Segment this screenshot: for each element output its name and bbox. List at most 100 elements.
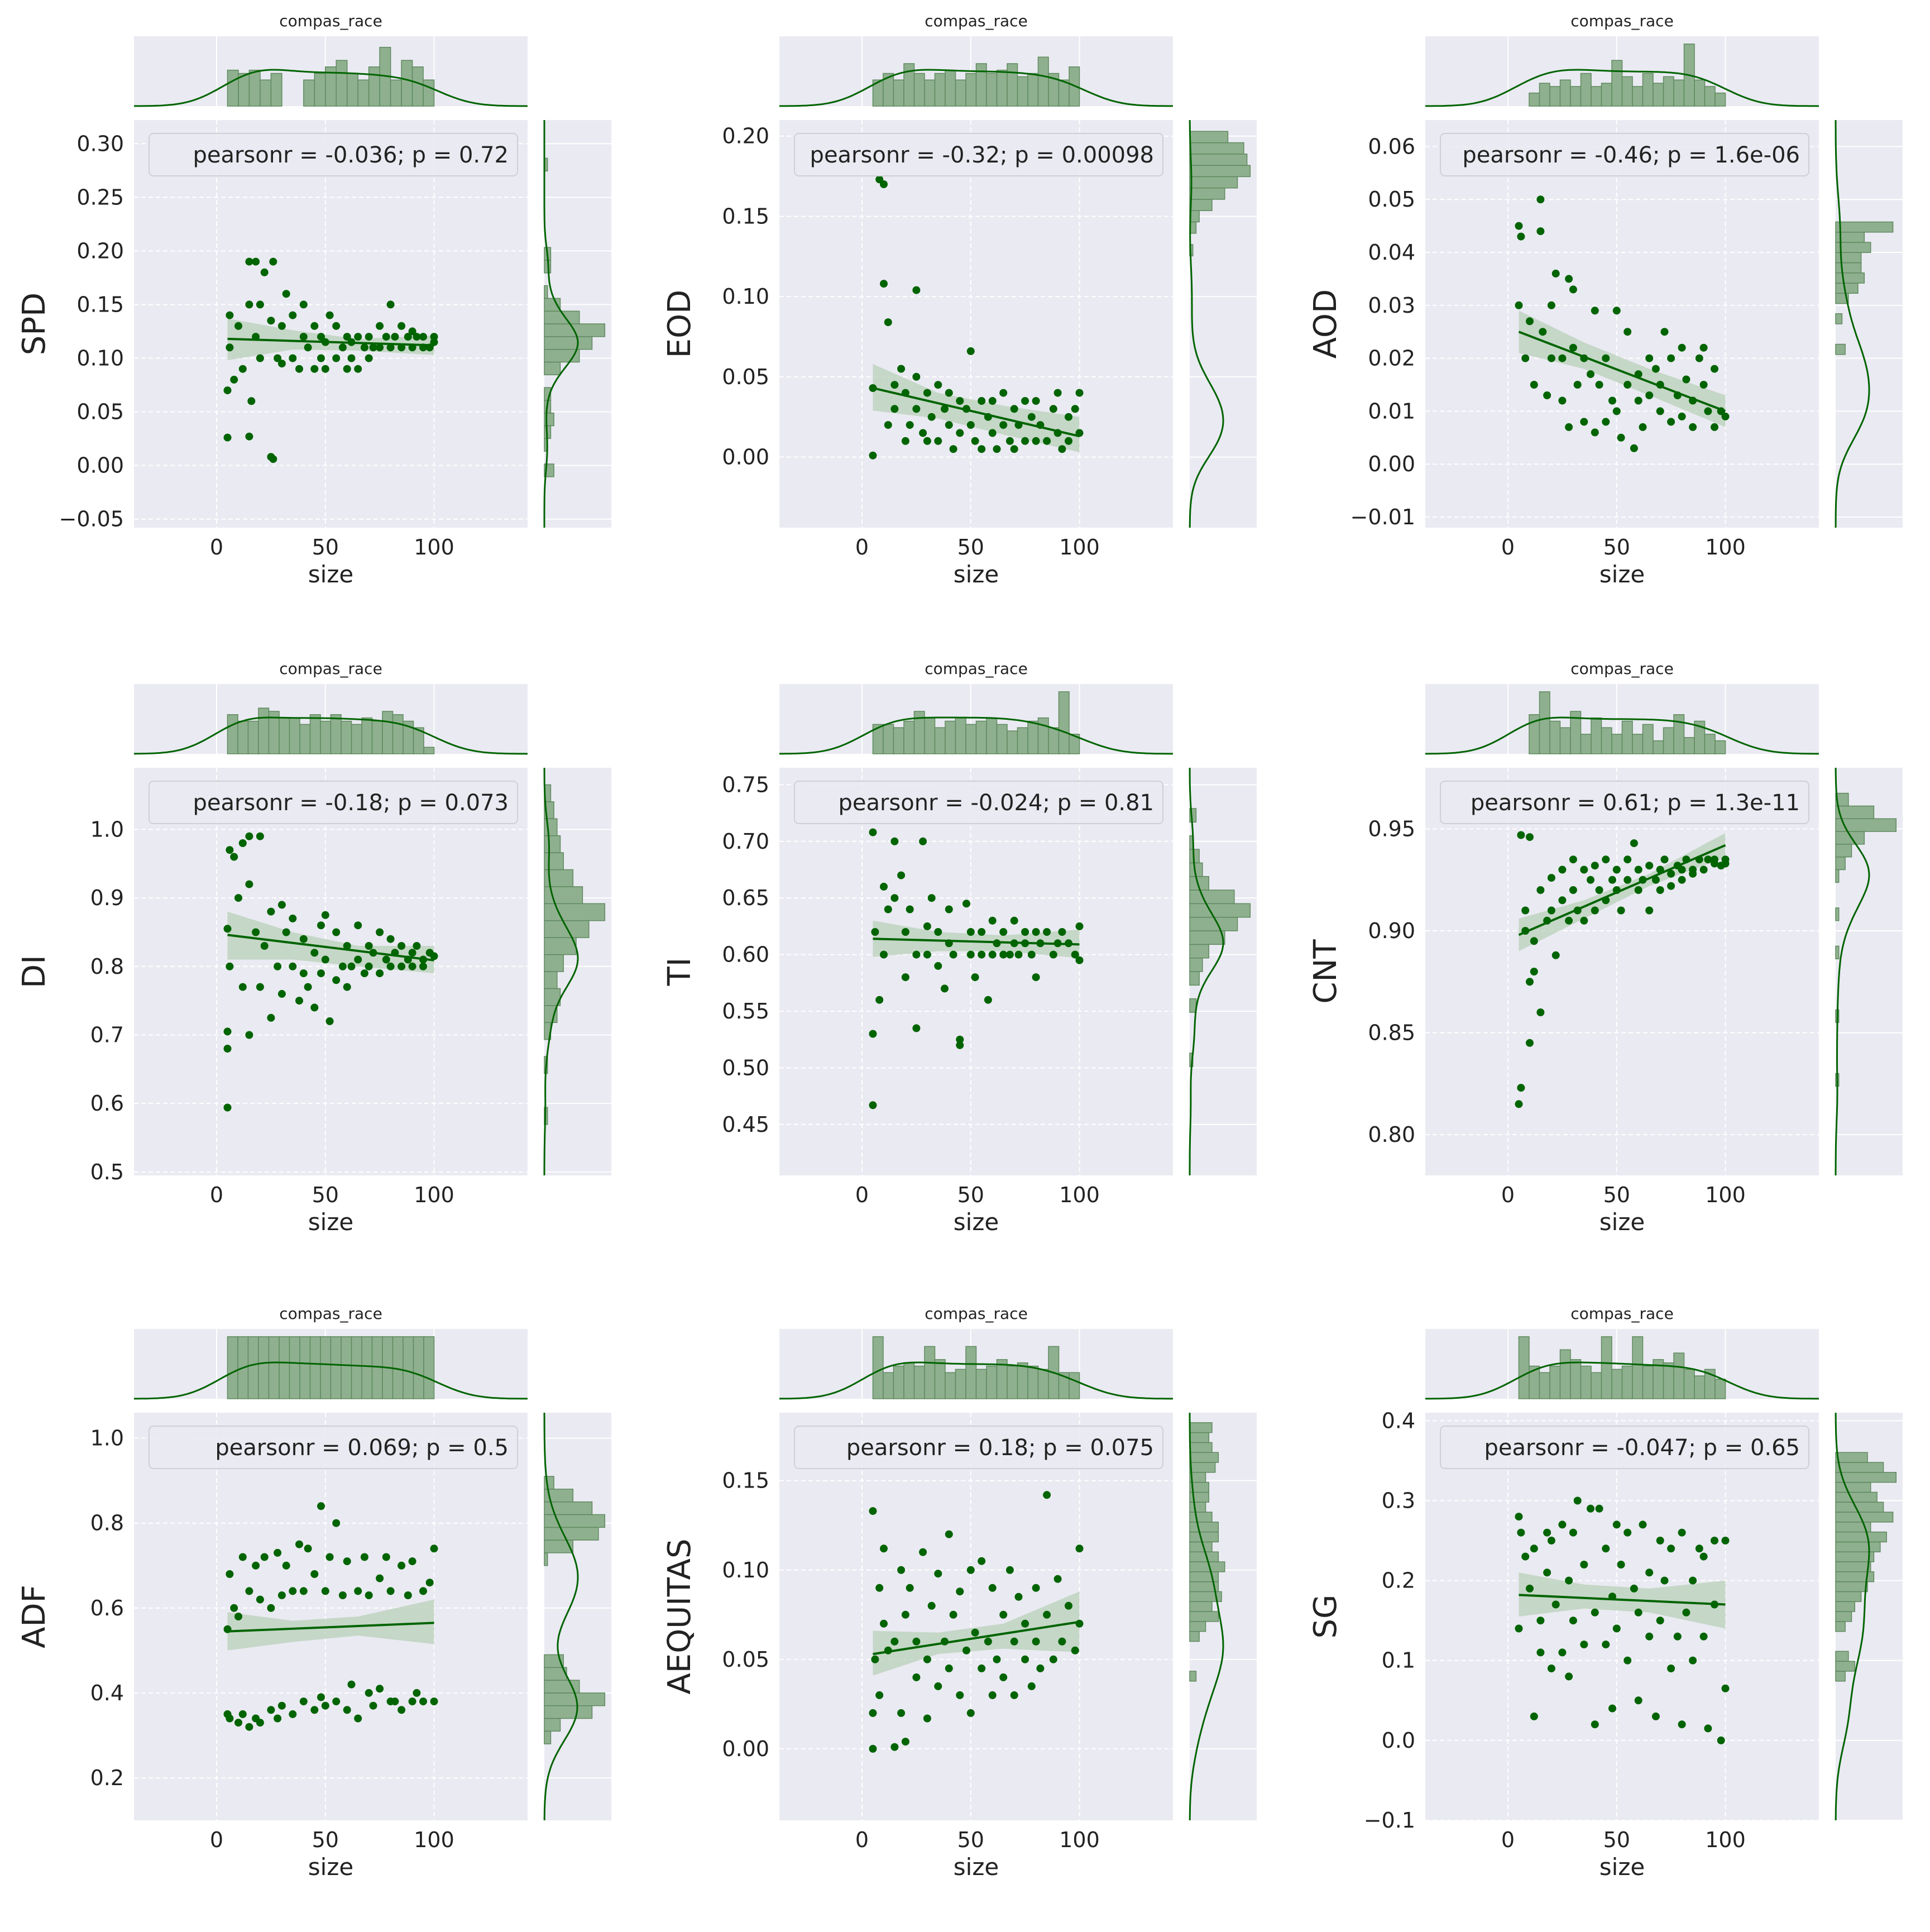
top-hist-bar xyxy=(1027,720,1039,754)
data-point xyxy=(1005,950,1014,959)
data-point xyxy=(234,1613,242,1620)
y-tick-label: 0.4 xyxy=(1382,1408,1415,1433)
subplot-aod: compas_race pearsonr = -0.46; p = 1.6e-06… xyxy=(1308,12,1903,588)
data-point xyxy=(1591,1720,1599,1729)
data-point xyxy=(1032,397,1040,405)
right-hist-bar xyxy=(544,285,548,299)
top-hist-bar xyxy=(1580,73,1592,107)
data-point xyxy=(927,1601,936,1610)
legend-box xyxy=(794,781,1163,824)
right-hist-bar xyxy=(1189,187,1225,200)
data-point xyxy=(1569,1617,1577,1625)
data-point xyxy=(1565,275,1573,283)
subplot-spd: compas_race pearsonr = -0.036; p = 0.72 −0… xyxy=(16,12,611,588)
top-hist-bar xyxy=(299,724,311,754)
top-hist-bar xyxy=(1017,727,1028,754)
top-kde-curve xyxy=(779,716,1173,755)
data-point xyxy=(398,322,406,330)
data-point xyxy=(1639,423,1647,431)
x-tick-label: 100 xyxy=(414,1183,454,1207)
data-point xyxy=(1587,1504,1594,1513)
data-point xyxy=(919,837,927,845)
data-point xyxy=(1660,328,1669,336)
data-point xyxy=(984,1637,992,1646)
data-point xyxy=(299,333,308,341)
data-point xyxy=(425,1579,434,1587)
right-hist-bar xyxy=(1189,1462,1216,1473)
top-hist-bar xyxy=(351,1336,362,1399)
data-point xyxy=(999,1673,1008,1681)
right-hist-bar xyxy=(1189,944,1209,959)
top-kde-curve xyxy=(133,716,528,755)
subplot-title: compas_race xyxy=(1570,12,1674,30)
data-point xyxy=(295,1540,303,1548)
right-hist-bar xyxy=(1835,1581,1868,1593)
data-point xyxy=(325,311,334,319)
data-point xyxy=(252,1561,260,1570)
data-point xyxy=(321,1587,329,1595)
y-tick-label: 0.65 xyxy=(722,886,769,910)
data-point xyxy=(1678,865,1686,874)
top-kde-curve xyxy=(134,69,528,107)
data-point xyxy=(1530,937,1538,945)
top-hist-bar xyxy=(945,720,956,754)
data-point xyxy=(1547,301,1555,309)
data-point xyxy=(1717,1736,1725,1744)
data-point xyxy=(1547,354,1555,362)
regression-line xyxy=(873,387,1080,438)
y-tick-label: 0.02 xyxy=(1368,346,1415,371)
data-point xyxy=(912,950,921,959)
data-point xyxy=(1021,397,1029,405)
data-point xyxy=(1678,876,1686,884)
data-point xyxy=(1530,381,1538,389)
data-point xyxy=(1551,951,1560,959)
data-point xyxy=(354,1587,362,1595)
data-point xyxy=(260,1553,269,1561)
data-point xyxy=(256,983,264,991)
data-point xyxy=(1515,1513,1523,1521)
data-point xyxy=(321,1701,329,1710)
top-hist-bar xyxy=(872,1336,884,1399)
data-point xyxy=(252,928,260,936)
data-point xyxy=(966,1709,975,1717)
right-hist-bar xyxy=(1189,1621,1206,1632)
right-hist-bar xyxy=(1189,176,1238,189)
data-point xyxy=(256,300,264,309)
data-point xyxy=(382,1553,390,1561)
x-tick-label: 50 xyxy=(957,1183,984,1207)
data-point xyxy=(1521,906,1530,915)
data-point xyxy=(1721,1684,1730,1692)
data-point xyxy=(1667,1665,1675,1672)
data-point xyxy=(966,950,975,959)
data-point xyxy=(1526,317,1534,326)
data-point xyxy=(1704,1724,1712,1733)
data-point xyxy=(949,1610,957,1619)
right-hist-bar xyxy=(1189,808,1197,823)
x-tick-label: 0 xyxy=(1501,1828,1515,1852)
data-point xyxy=(1617,1561,1625,1568)
data-point xyxy=(252,257,260,266)
x-tick-label: 50 xyxy=(312,535,339,559)
x-tick-label: 0 xyxy=(210,1828,223,1852)
top-hist-bar xyxy=(351,724,362,754)
data-point xyxy=(934,962,942,970)
data-point xyxy=(1569,343,1577,352)
data-point xyxy=(1053,389,1062,397)
data-point xyxy=(256,1595,264,1604)
top-hist-bar xyxy=(1529,92,1540,107)
top-hist-bar xyxy=(1017,1362,1028,1399)
data-point xyxy=(1630,839,1638,848)
data-point xyxy=(310,1003,319,1012)
top-hist-bar xyxy=(270,73,282,107)
data-point xyxy=(934,437,942,445)
data-point xyxy=(1634,1608,1642,1617)
data-point xyxy=(1014,1593,1023,1601)
data-point xyxy=(978,397,986,405)
top-hist-bar xyxy=(1715,92,1726,107)
data-point xyxy=(999,1610,1008,1619)
data-point xyxy=(247,397,256,405)
top-hist-bar xyxy=(227,714,238,754)
subplot-di: compas_race pearsonr = -0.18; p = 0.073 0.… xyxy=(16,659,611,1236)
data-point xyxy=(1645,862,1654,870)
top-hist-bar xyxy=(975,720,987,754)
